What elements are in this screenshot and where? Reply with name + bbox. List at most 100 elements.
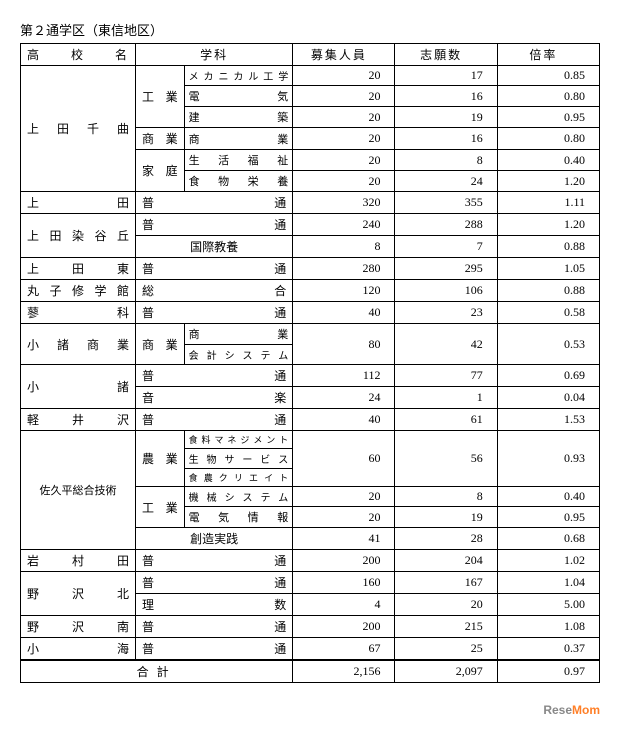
table-title: 第２通学区（東信地区） (20, 20, 620, 39)
sub-cell: 食料マネジメント (184, 431, 293, 449)
rat-cell: 0.04 (497, 387, 599, 409)
dept-cell: 農業 (136, 431, 185, 487)
sub-cell: 商業 (184, 128, 293, 150)
cap-cell: 40 (293, 409, 395, 431)
app-cell: 16 (395, 128, 497, 150)
table-row: 蓼科 普通 40 23 0.58 (21, 302, 600, 324)
cap-cell: 60 (293, 431, 395, 487)
dept-cell: 普通 (136, 258, 293, 280)
table-row: 上田 普通 320 355 1.11 (21, 192, 600, 214)
app-cell: 8 (395, 150, 497, 171)
table-row: 上田東 普通 280 295 1.05 (21, 258, 600, 280)
rat-cell: 0.40 (497, 150, 599, 171)
dept-cell: 家庭 (136, 150, 185, 192)
cap-cell: 20 (293, 107, 395, 128)
sub-cell: 食農クリエイト (184, 469, 293, 487)
dept-cell: 商業 (136, 324, 185, 365)
dept-cell: 普通 (136, 409, 293, 431)
rat-cell: 1.05 (497, 258, 599, 280)
total-rat: 0.97 (497, 660, 599, 683)
cap-cell: 20 (293, 487, 395, 507)
total-cap: 2,156 (293, 660, 395, 683)
app-cell: 28 (395, 528, 497, 550)
cap-cell: 320 (293, 192, 395, 214)
rat-cell: 1.08 (497, 616, 599, 638)
dept-cell: 創造実践 (136, 528, 293, 550)
app-cell: 24 (395, 171, 497, 192)
school-cell: 上田 (21, 192, 136, 214)
app-cell: 355 (395, 192, 497, 214)
dept-cell: 普通 (136, 550, 293, 572)
header-capacity: 募集人員 (293, 44, 395, 66)
rat-cell: 1.04 (497, 572, 599, 594)
rat-cell: 0.88 (497, 280, 599, 302)
app-cell: 77 (395, 365, 497, 387)
brand-part2: Mom (572, 703, 600, 717)
dept-cell: 音楽 (136, 387, 293, 409)
sub-cell: 食物栄養 (184, 171, 293, 192)
school-cell: 野沢南 (21, 616, 136, 638)
table-row: 小諸 普通 112 77 0.69 (21, 365, 600, 387)
school-cell: 小諸商業 (21, 324, 136, 365)
dept-cell: 普通 (136, 638, 293, 661)
dept-cell: 理数 (136, 594, 293, 616)
cap-cell: 24 (293, 387, 395, 409)
rat-cell: 0.80 (497, 86, 599, 107)
cap-cell: 20 (293, 150, 395, 171)
app-cell: 17 (395, 66, 497, 86)
school-cell: 丸子修学館 (21, 280, 136, 302)
brand-part1: Rese (543, 703, 572, 717)
school-cell: 佐久平総合技術 (21, 431, 136, 550)
cap-cell: 200 (293, 616, 395, 638)
dept-cell: 普通 (136, 214, 293, 236)
total-label: 合計 (21, 660, 293, 683)
school-cell: 野沢北 (21, 572, 136, 616)
sub-cell: メカニカル工学 (184, 66, 293, 86)
header-applicants: 志願数 (395, 44, 497, 66)
rat-cell: 0.69 (497, 365, 599, 387)
dept-cell: 工業 (136, 487, 185, 528)
app-cell: 20 (395, 594, 497, 616)
rat-cell: 1.11 (497, 192, 599, 214)
sub-cell: 機械システム (184, 487, 293, 507)
app-cell: 106 (395, 280, 497, 302)
dept-cell: 普通 (136, 616, 293, 638)
dept-cell: 工業 (136, 66, 185, 128)
school-cell: 軽井沢 (21, 409, 136, 431)
table-row: 丸子修学館 総合 120 106 0.88 (21, 280, 600, 302)
table-row: 上田千曲 工業 メカニカル工学 20 17 0.85 (21, 66, 600, 86)
table-row: 上田染谷丘 普通 240 288 1.20 (21, 214, 600, 236)
school-cell: 小海 (21, 638, 136, 661)
sub-cell: 生物サービス (184, 449, 293, 469)
sub-cell: 建築 (184, 107, 293, 128)
dept-cell: 普通 (136, 365, 293, 387)
sub-cell: 会計システム (184, 345, 293, 365)
app-cell: 16 (395, 86, 497, 107)
app-cell: 167 (395, 572, 497, 594)
rat-cell: 0.85 (497, 66, 599, 86)
school-cell: 小諸 (21, 365, 136, 409)
rat-cell: 5.00 (497, 594, 599, 616)
rat-cell: 0.68 (497, 528, 599, 550)
table-row: 野沢南 普通 200 215 1.08 (21, 616, 600, 638)
rat-cell: 0.93 (497, 431, 599, 487)
rat-cell: 0.95 (497, 107, 599, 128)
cap-cell: 40 (293, 302, 395, 324)
app-cell: 61 (395, 409, 497, 431)
total-row: 合計 2,156 2,097 0.97 (21, 660, 600, 683)
table-row: 佐久平総合技術 農業 食料マネジメント 60 56 0.93 (21, 431, 600, 449)
cap-cell: 41 (293, 528, 395, 550)
app-cell: 23 (395, 302, 497, 324)
cap-cell: 20 (293, 86, 395, 107)
app-cell: 288 (395, 214, 497, 236)
sub-cell: 生活福祉 (184, 150, 293, 171)
cap-cell: 280 (293, 258, 395, 280)
school-cell: 上田東 (21, 258, 136, 280)
rat-cell: 1.20 (497, 171, 599, 192)
cap-cell: 20 (293, 507, 395, 528)
rat-cell: 1.20 (497, 214, 599, 236)
rat-cell: 1.53 (497, 409, 599, 431)
sub-cell: 電気 (184, 86, 293, 107)
cap-cell: 20 (293, 128, 395, 150)
app-cell: 25 (395, 638, 497, 661)
